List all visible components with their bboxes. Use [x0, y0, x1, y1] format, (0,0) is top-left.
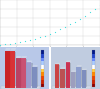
Polygon shape — [32, 65, 38, 67]
Polygon shape — [55, 63, 60, 64]
Polygon shape — [5, 48, 11, 50]
FancyBboxPatch shape — [92, 50, 95, 54]
FancyBboxPatch shape — [41, 54, 44, 57]
Point — [29, 39, 31, 41]
FancyBboxPatch shape — [92, 69, 95, 72]
Point — [89, 12, 91, 13]
FancyBboxPatch shape — [41, 84, 44, 87]
FancyBboxPatch shape — [92, 57, 95, 61]
Polygon shape — [71, 70, 76, 72]
FancyBboxPatch shape — [26, 62, 31, 88]
FancyBboxPatch shape — [81, 67, 82, 87]
FancyBboxPatch shape — [21, 58, 26, 88]
FancyBboxPatch shape — [82, 70, 86, 88]
FancyBboxPatch shape — [37, 67, 38, 87]
FancyBboxPatch shape — [92, 61, 95, 65]
Polygon shape — [82, 69, 87, 70]
FancyBboxPatch shape — [60, 69, 65, 88]
FancyBboxPatch shape — [41, 65, 44, 69]
FancyBboxPatch shape — [10, 52, 11, 86]
FancyBboxPatch shape — [41, 76, 44, 80]
FancyBboxPatch shape — [2, 86, 40, 89]
Point — [19, 42, 21, 43]
Point — [34, 38, 36, 40]
FancyBboxPatch shape — [32, 67, 37, 88]
FancyBboxPatch shape — [92, 80, 95, 84]
FancyBboxPatch shape — [16, 58, 21, 88]
Point — [94, 8, 96, 10]
Point — [54, 31, 56, 32]
Point — [64, 26, 66, 28]
Point — [59, 29, 61, 30]
FancyBboxPatch shape — [10, 50, 15, 88]
Polygon shape — [21, 56, 27, 58]
FancyBboxPatch shape — [21, 59, 22, 86]
Point — [49, 33, 51, 34]
FancyBboxPatch shape — [26, 59, 27, 86]
FancyBboxPatch shape — [51, 47, 100, 89]
FancyBboxPatch shape — [52, 86, 91, 89]
FancyBboxPatch shape — [41, 72, 44, 76]
Point — [4, 43, 6, 45]
Polygon shape — [16, 56, 22, 58]
FancyBboxPatch shape — [31, 63, 33, 86]
Point — [79, 18, 81, 19]
FancyBboxPatch shape — [5, 50, 10, 88]
Point — [14, 42, 16, 44]
FancyBboxPatch shape — [41, 50, 44, 54]
FancyBboxPatch shape — [92, 84, 95, 87]
Polygon shape — [10, 48, 16, 50]
Point — [69, 24, 71, 25]
FancyBboxPatch shape — [76, 67, 81, 88]
Polygon shape — [66, 61, 71, 62]
FancyBboxPatch shape — [92, 54, 95, 57]
FancyBboxPatch shape — [76, 72, 77, 87]
FancyBboxPatch shape — [55, 64, 59, 88]
FancyBboxPatch shape — [92, 72, 95, 76]
Point — [9, 43, 11, 44]
FancyBboxPatch shape — [65, 69, 66, 87]
Polygon shape — [60, 67, 66, 69]
FancyBboxPatch shape — [41, 61, 44, 65]
Point — [74, 21, 76, 22]
FancyBboxPatch shape — [15, 52, 16, 86]
Point — [39, 37, 41, 38]
FancyBboxPatch shape — [0, 47, 49, 89]
Polygon shape — [76, 65, 82, 67]
Polygon shape — [26, 61, 32, 62]
FancyBboxPatch shape — [86, 70, 87, 87]
FancyBboxPatch shape — [41, 80, 44, 84]
FancyBboxPatch shape — [71, 72, 76, 88]
FancyBboxPatch shape — [41, 57, 44, 61]
FancyBboxPatch shape — [66, 62, 70, 88]
FancyBboxPatch shape — [92, 65, 95, 69]
Point — [44, 35, 46, 36]
Point — [84, 15, 86, 16]
FancyBboxPatch shape — [41, 69, 44, 72]
FancyBboxPatch shape — [59, 65, 60, 87]
FancyBboxPatch shape — [92, 76, 95, 80]
Point — [24, 41, 26, 42]
Point — [99, 5, 100, 6]
Point — [0, 44, 1, 45]
FancyBboxPatch shape — [70, 63, 71, 86]
